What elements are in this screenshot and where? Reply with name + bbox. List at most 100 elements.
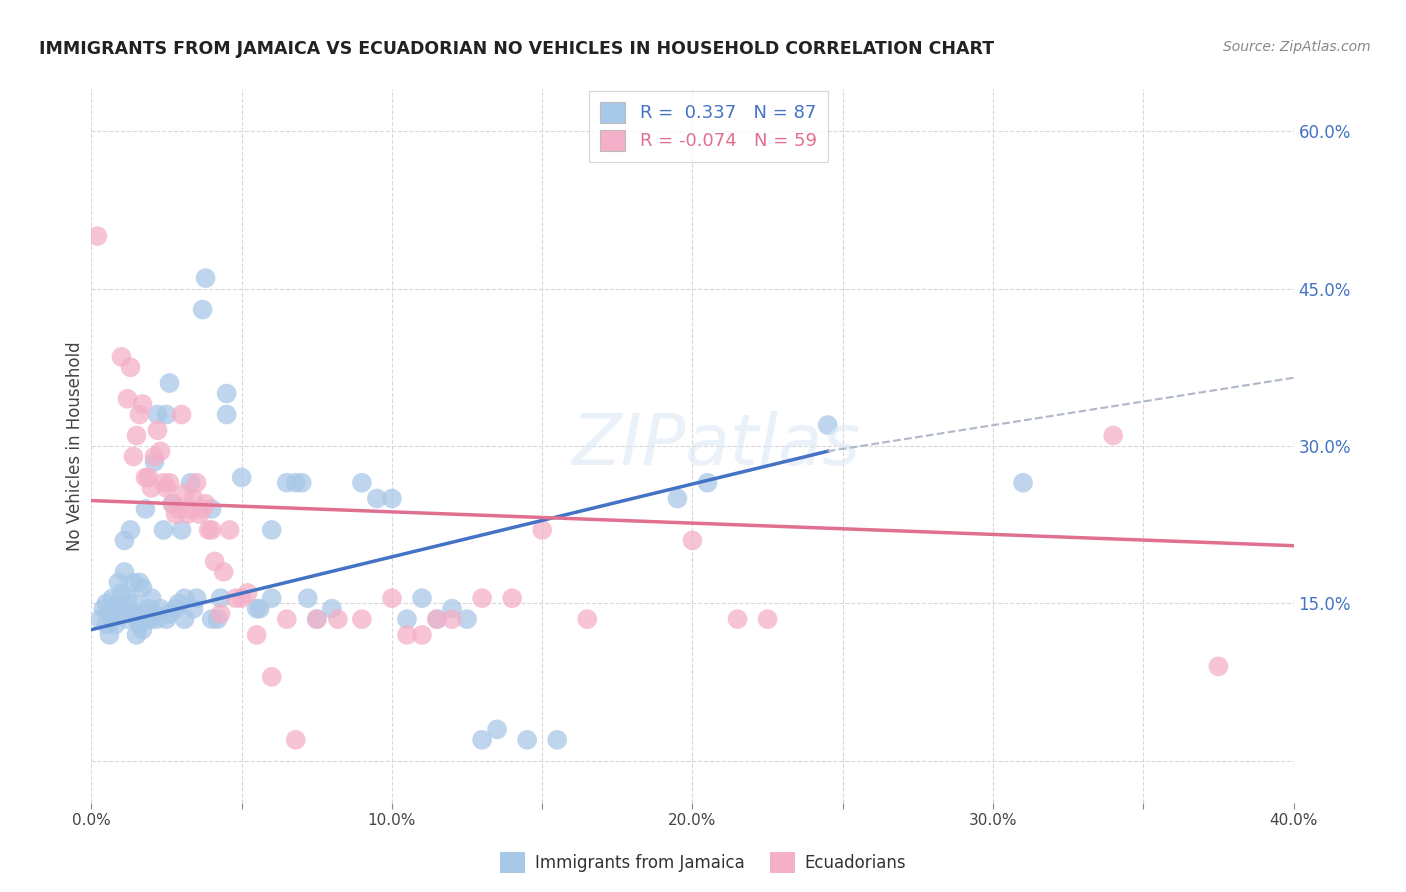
Point: [411, 628, 433, 642]
Point: [96, 617, 118, 632]
Point: [297, 591, 319, 606]
Point: [143, 455, 166, 469]
Point: [350, 612, 373, 626]
Point: [381, 491, 404, 506]
Point: [120, 523, 142, 537]
Point: [138, 612, 160, 626]
Point: [666, 491, 689, 506]
Point: [122, 450, 145, 464]
Point: [236, 586, 259, 600]
Point: [183, 491, 205, 506]
Point: [131, 397, 153, 411]
Point: [576, 612, 599, 626]
Point: [101, 612, 124, 626]
Point: [131, 623, 153, 637]
Point: [162, 497, 184, 511]
Point: [104, 617, 127, 632]
Point: [756, 612, 779, 626]
Point: [201, 612, 224, 626]
Point: [149, 444, 172, 458]
Point: [173, 612, 195, 626]
Legend: Immigrants from Jamaica, Ecuadorians: Immigrants from Jamaica, Ecuadorians: [494, 846, 912, 880]
Point: [141, 481, 163, 495]
Point: [440, 601, 463, 615]
Point: [305, 612, 328, 626]
Point: [120, 360, 142, 375]
Point: [167, 502, 190, 516]
Point: [209, 591, 232, 606]
Point: [117, 591, 139, 606]
Point: [1208, 659, 1230, 673]
Point: [546, 732, 568, 747]
Point: [201, 523, 224, 537]
Point: [167, 596, 190, 610]
Point: [204, 554, 226, 568]
Point: [284, 475, 307, 490]
Point: [284, 732, 307, 747]
Point: [188, 507, 211, 521]
Point: [260, 591, 283, 606]
Point: [170, 523, 193, 537]
Point: [110, 607, 132, 621]
Point: [125, 607, 148, 621]
Point: [207, 612, 229, 626]
Point: [381, 591, 404, 606]
Point: [366, 491, 388, 506]
Point: [86, 229, 108, 244]
Point: [134, 470, 156, 484]
Point: [143, 607, 166, 621]
Point: [128, 617, 150, 632]
Point: [276, 475, 298, 490]
Point: [114, 533, 136, 548]
Point: [180, 475, 202, 490]
Point: [191, 502, 214, 516]
Point: [191, 302, 214, 317]
Point: [134, 607, 156, 621]
Text: IMMIGRANTS FROM JAMAICA VS ECUADORIAN NO VEHICLES IN HOUSEHOLD CORRELATION CHART: IMMIGRANTS FROM JAMAICA VS ECUADORIAN NO…: [39, 40, 994, 58]
Point: [197, 523, 219, 537]
Y-axis label: No Vehicles in Household: No Vehicles in Household: [66, 341, 84, 551]
Point: [159, 607, 181, 621]
Point: [141, 612, 163, 626]
Point: [350, 475, 373, 490]
Point: [456, 612, 478, 626]
Point: [146, 408, 169, 422]
Point: [486, 723, 509, 737]
Point: [817, 417, 839, 432]
Point: [93, 601, 115, 615]
Point: [155, 481, 177, 495]
Point: [426, 612, 449, 626]
Point: [260, 670, 283, 684]
Point: [471, 591, 494, 606]
Point: [141, 591, 163, 606]
Text: ZIPatlas: ZIPatlas: [572, 411, 860, 481]
Point: [117, 392, 139, 406]
Point: [176, 507, 198, 521]
Point: [162, 497, 184, 511]
Point: [501, 591, 523, 606]
Point: [183, 601, 205, 615]
Point: [138, 470, 160, 484]
Point: [146, 423, 169, 437]
Point: [291, 475, 314, 490]
Point: [149, 601, 172, 615]
Point: [155, 612, 177, 626]
Point: [89, 612, 111, 626]
Point: [305, 612, 328, 626]
Point: [395, 628, 418, 642]
Point: [1012, 475, 1035, 490]
Point: [180, 502, 202, 516]
Point: [143, 450, 166, 464]
Point: [125, 628, 148, 642]
Point: [122, 596, 145, 610]
Point: [727, 612, 749, 626]
Point: [681, 533, 703, 548]
Point: [146, 612, 169, 626]
Point: [117, 612, 139, 626]
Point: [215, 408, 238, 422]
Point: [98, 607, 121, 621]
Point: [165, 507, 187, 521]
Point: [134, 502, 156, 516]
Point: [426, 612, 449, 626]
Point: [128, 575, 150, 590]
